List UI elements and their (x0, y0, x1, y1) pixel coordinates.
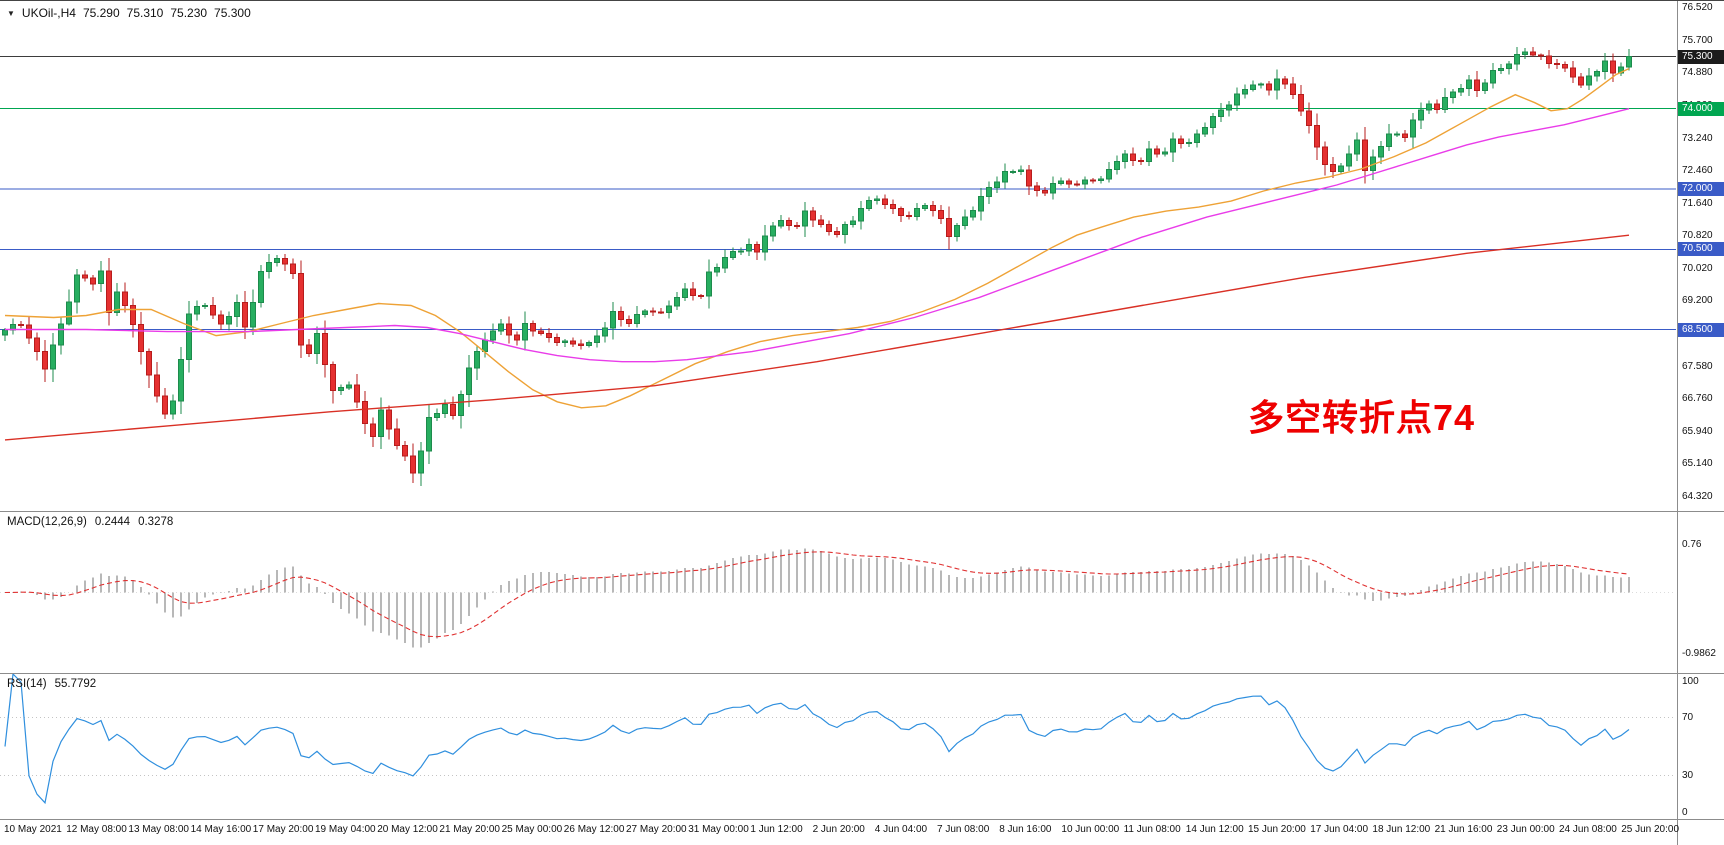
price-tick-label: 67.580 (1682, 360, 1713, 372)
macd-histogram (12, 548, 1630, 648)
ohlc-high: 75.310 (126, 6, 164, 20)
ohlc-open: 75.290 (82, 6, 120, 20)
panel-separator (0, 673, 1724, 674)
time-label: 21 Jun 16:00 (1434, 824, 1493, 835)
macd-header: MACD(12,26,9) 0.2444 0.3278 (7, 516, 173, 528)
price-tick-label: 64.320 (1682, 491, 1713, 503)
price-badge-68.500: 68.500 (1678, 322, 1724, 337)
time-label: 21 May 20:00 (439, 824, 500, 835)
rsi-axis-label: 100 (1682, 676, 1699, 687)
price-tick-label: 74.880 (1682, 67, 1713, 79)
time-label: 23 Jun 00:00 (1496, 824, 1555, 835)
time-label: 14 May 16:00 (190, 824, 252, 835)
candles-layer (2, 47, 1632, 486)
rsi-axis-label: 70 (1682, 711, 1694, 723)
price-badge-70.500: 70.500 (1678, 242, 1724, 257)
price-axis[interactable]: 76.52075.70074.88074.06073.24072.46071.6… (1677, 1, 1724, 845)
time-label: 10 May 2021 (4, 824, 62, 835)
time-label: 11 Jun 08:00 (1123, 824, 1181, 835)
time-label: 14 Jun 12:00 (1185, 824, 1244, 835)
panel-separator (0, 819, 1724, 820)
time-label: 10 Jun 00:00 (1061, 824, 1120, 835)
time-label: 18 Jun 12:00 (1372, 824, 1431, 835)
ohlc-close: 75.300 (214, 6, 251, 20)
time-label: 26 May 12:00 (563, 824, 625, 835)
ohlc-low: 75.230 (170, 6, 208, 20)
time-label: 15 Jun 20:00 (1248, 824, 1306, 835)
macd-title: MACD(12,26,9) (7, 516, 87, 528)
time-label: 24 Jun 08:00 (1559, 824, 1617, 835)
time-label: 8 Jun 16:00 (999, 824, 1052, 835)
time-label: 7 Jun 08:00 (937, 824, 990, 835)
chart-header: ▼ UKOil-,H4 75.290 75.310 75.230 75.300 (7, 6, 251, 20)
price-tick-label: 71.640 (1682, 197, 1713, 209)
rsi-line (4, 674, 1630, 805)
symbol-timeframe-label: UKOil-,H4 (21, 6, 76, 20)
time-axis[interactable]: 10 May 2021 12 May 08:00 13 May 08:00 14 Ma… (0, 820, 1680, 845)
macd-value-signal: 0.3278 (138, 516, 174, 528)
price-tick-label: 65.140 (1682, 458, 1713, 470)
price-tick-label: 76.520 (1682, 1, 1713, 13)
chart-annotation-text: 多空转折点74 (1248, 397, 1476, 438)
time-label: 27 May 20:00 (626, 824, 687, 835)
time-label: 1 Jun 12:00 (750, 824, 803, 835)
price-tick-label: 69.200 (1682, 295, 1713, 307)
rsi-axis-label: 30 (1682, 769, 1694, 781)
time-label: 19 May 04:00 (315, 824, 376, 835)
chart-dropdown-icon[interactable]: ▼ (7, 8, 15, 18)
time-label: 25 Jun 20:00 (1621, 824, 1680, 835)
time-label: 12 May 08:00 (66, 824, 127, 835)
ma-fast-line (4, 67, 1630, 409)
panel-separator (0, 511, 1724, 512)
price-tick-label: 73.240 (1682, 133, 1713, 145)
ma-mid-line (5, 108, 1630, 363)
price-tick-label: 65.940 (1682, 426, 1713, 438)
macd-axis-label: -0.9862 (1682, 647, 1716, 659)
rsi-title: RSI(14) (7, 678, 47, 690)
time-label: 2 Jun 20:00 (812, 824, 865, 835)
price-tick-label: 75.700 (1682, 34, 1713, 46)
price-tick-label: 70.820 (1682, 230, 1713, 242)
price-tick-label: 72.460 (1682, 164, 1713, 176)
price-badge-74.000: 74.000 (1678, 101, 1724, 116)
price-badge-75.300: 75.300 (1678, 49, 1724, 64)
price-badge-72.000: 72.000 (1678, 182, 1724, 196)
time-label: 17 May 20:00 (252, 824, 314, 835)
rsi-header: RSI(14) 55.7792 (7, 678, 96, 690)
macd-value-main: 0.2444 (94, 516, 131, 528)
time-label: 17 Jun 04:00 (1310, 824, 1369, 835)
time-label: 20 May 12:00 (377, 824, 438, 835)
rsi-value: 55.7792 (54, 678, 97, 690)
rsi-panel-canvas[interactable] (0, 674, 1676, 819)
time-label: 25 May 00:00 (501, 824, 563, 835)
time-label: 13 May 08:00 (128, 824, 189, 835)
time-label: 4 Jun 04:00 (874, 824, 928, 835)
time-label: 31 May 00:00 (688, 824, 749, 835)
ma-slow-line (4, 234, 1630, 441)
macd-panel-canvas[interactable] (0, 512, 1676, 673)
price-tick-label: 66.760 (1682, 393, 1713, 405)
macd-signal-line (4, 551, 1630, 638)
macd-axis-label: 0.76 (1682, 539, 1702, 551)
rsi-axis-label: 0 (1682, 807, 1688, 818)
price-tick-label: 70.020 (1682, 262, 1713, 274)
main-chart-canvas[interactable] (0, 1, 1676, 511)
